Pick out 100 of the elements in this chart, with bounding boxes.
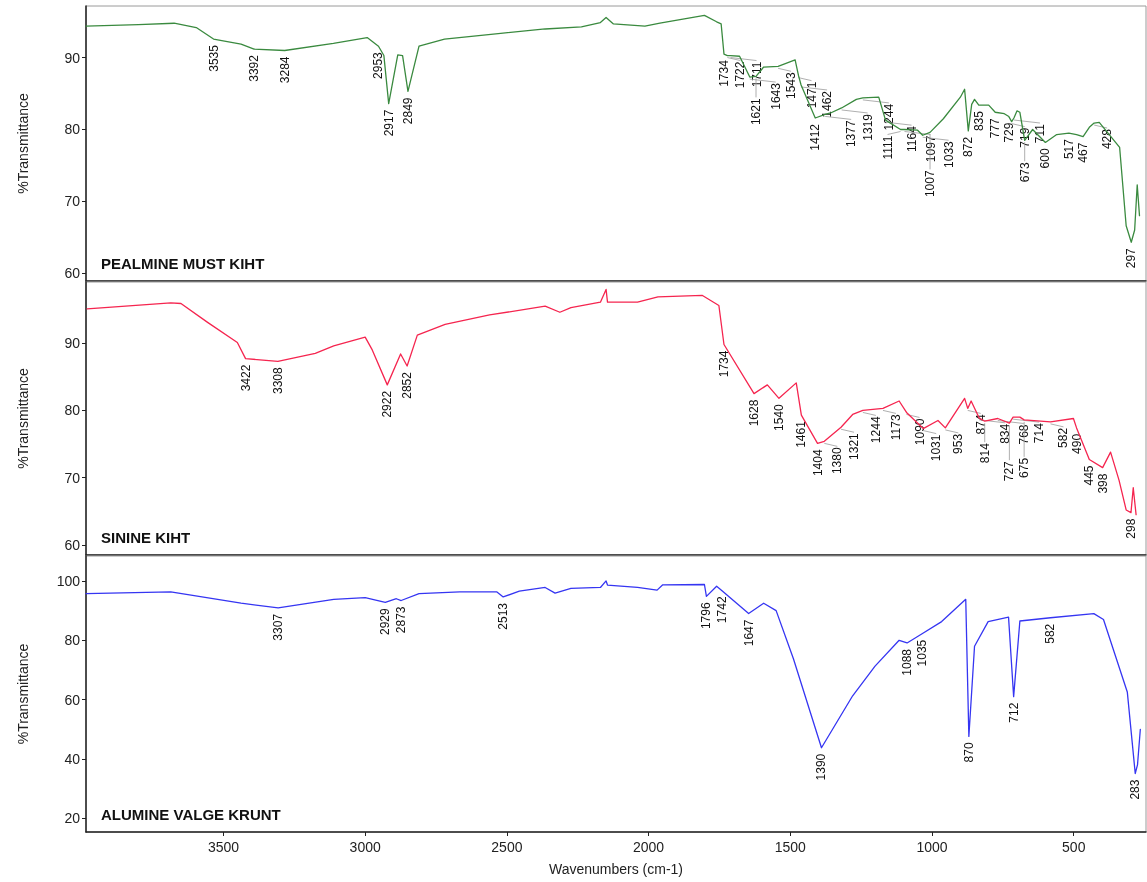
annotation: 1031 bbox=[929, 434, 944, 462]
annotation: 1628 bbox=[747, 399, 762, 427]
annotation: 298 bbox=[1123, 518, 1138, 539]
annotation: 1319 bbox=[860, 113, 875, 141]
x-tick-label: 3000 bbox=[349, 839, 381, 855]
annotation: 1090 bbox=[912, 418, 927, 446]
annotation: 3392 bbox=[247, 54, 262, 82]
annotation: 1007 bbox=[923, 170, 938, 198]
y-tick-label: 20 bbox=[64, 810, 81, 827]
annotation: 2917 bbox=[381, 109, 396, 137]
annotation: 582 bbox=[1056, 427, 1071, 448]
annotation: 727 bbox=[1002, 460, 1017, 482]
annotation: 3535 bbox=[206, 44, 221, 72]
annotation: 1173 bbox=[888, 414, 903, 441]
annotation: 1734 bbox=[716, 350, 731, 378]
annotation: 874 bbox=[973, 414, 988, 435]
annotation: 1390 bbox=[814, 753, 829, 781]
x-axis-title: Wavenumbers (cm-1) bbox=[548, 861, 684, 877]
annotation: 835 bbox=[971, 110, 986, 132]
annotation: 1412 bbox=[808, 123, 823, 151]
annotation: 953 bbox=[951, 433, 966, 454]
annotation: 1321 bbox=[847, 432, 862, 460]
annotation: 2953 bbox=[371, 51, 386, 79]
annotation: 870 bbox=[961, 742, 976, 763]
annotation: 777 bbox=[988, 117, 1003, 139]
y-axis-title: %Transmittance bbox=[15, 643, 31, 745]
annotation: 283 bbox=[1128, 779, 1143, 800]
annotation: 1722 bbox=[733, 61, 748, 89]
y-tick-label: 60 bbox=[64, 265, 81, 282]
annotation: 445 bbox=[1082, 465, 1097, 486]
annotation: 3307 bbox=[271, 613, 286, 641]
annotation: 729 bbox=[1001, 122, 1016, 143]
annotation: 3422 bbox=[238, 364, 253, 392]
annotation: 1461 bbox=[794, 420, 809, 448]
line-series bbox=[85, 14, 1141, 243]
annotation: 872 bbox=[961, 136, 976, 157]
annotation: 1540 bbox=[771, 404, 786, 432]
annotation: 2873 bbox=[394, 606, 409, 634]
annotation: 428 bbox=[1100, 128, 1115, 150]
y-tick-label: 80 bbox=[64, 121, 81, 138]
annotation: 2852 bbox=[400, 371, 415, 399]
annotation: 673 bbox=[1017, 161, 1032, 183]
annotation: 1404 bbox=[810, 449, 825, 477]
annotation: 1643 bbox=[768, 82, 783, 110]
y-axis-title: %Transmittance bbox=[15, 367, 31, 469]
annotation: 1711 bbox=[749, 61, 764, 88]
y-tick-label: 90 bbox=[64, 49, 81, 66]
annotation: 398 bbox=[1095, 473, 1110, 494]
text: PEALMINE MUST KIHT bbox=[101, 255, 265, 272]
annotation: 768 bbox=[1016, 424, 1031, 445]
y-axis-title: %Transmittance bbox=[15, 92, 31, 194]
text: ALUMINE VALGE KRUNT bbox=[101, 806, 281, 823]
annotation: 2849 bbox=[400, 97, 415, 125]
y-tick-label: 100 bbox=[56, 572, 81, 589]
annotation: 1796 bbox=[699, 602, 714, 630]
x-tick-label: 1000 bbox=[916, 839, 948, 855]
y-tick-label: 70 bbox=[64, 193, 81, 210]
annotation: 1377 bbox=[844, 120, 859, 148]
annotation: 582 bbox=[1043, 623, 1058, 644]
annotation: 1742 bbox=[714, 596, 729, 624]
annotation: 1033 bbox=[941, 140, 956, 168]
annotation: 2929 bbox=[378, 607, 393, 635]
annotation: 600 bbox=[1038, 148, 1053, 169]
x-tick-label: 2500 bbox=[491, 839, 523, 855]
x-tick-label: 500 bbox=[1062, 839, 1086, 855]
annotation: 1734 bbox=[716, 59, 731, 87]
y-tick-label: 60 bbox=[64, 536, 81, 553]
text: SININE KIHT bbox=[101, 529, 191, 546]
line-series bbox=[86, 288, 1137, 516]
annotation: 1088 bbox=[900, 648, 915, 676]
annotation: 1244 bbox=[868, 416, 883, 444]
annotation: 3308 bbox=[270, 367, 285, 395]
annotation: 467 bbox=[1076, 142, 1091, 163]
annotation: 1035 bbox=[915, 639, 930, 667]
annotation: 675 bbox=[1017, 457, 1032, 478]
y-tick-label: 80 bbox=[64, 402, 81, 419]
annotation: 1647 bbox=[741, 619, 756, 647]
annotation: 3284 bbox=[277, 56, 292, 84]
annotation: 2922 bbox=[380, 390, 395, 418]
y-tick-label: 60 bbox=[64, 691, 81, 708]
y-tick-label: 70 bbox=[64, 469, 81, 486]
annotation: 1164 bbox=[904, 125, 919, 152]
annotation: 1380 bbox=[830, 447, 845, 475]
annotation: 297 bbox=[1124, 247, 1139, 269]
annotation: 490 bbox=[1069, 433, 1084, 454]
annotation: 1462 bbox=[820, 90, 835, 118]
y-tick-label: 80 bbox=[64, 632, 81, 649]
y-tick-label: 90 bbox=[64, 335, 81, 352]
y-tick-label: 40 bbox=[64, 750, 81, 767]
x-tick-label: 1500 bbox=[774, 839, 807, 855]
annotation: 1244 bbox=[881, 103, 896, 131]
annotation: 517 bbox=[1061, 138, 1076, 160]
annotation: 814 bbox=[977, 442, 992, 464]
annotation: 1543 bbox=[784, 71, 799, 100]
annotation: 714 bbox=[1032, 422, 1047, 444]
annotation: 1471 bbox=[804, 81, 819, 109]
annotation: 834 bbox=[998, 423, 1013, 444]
annotation: 719 bbox=[1017, 127, 1032, 148]
annotation: 1621 bbox=[749, 98, 764, 126]
annotation: 2513 bbox=[496, 602, 511, 630]
